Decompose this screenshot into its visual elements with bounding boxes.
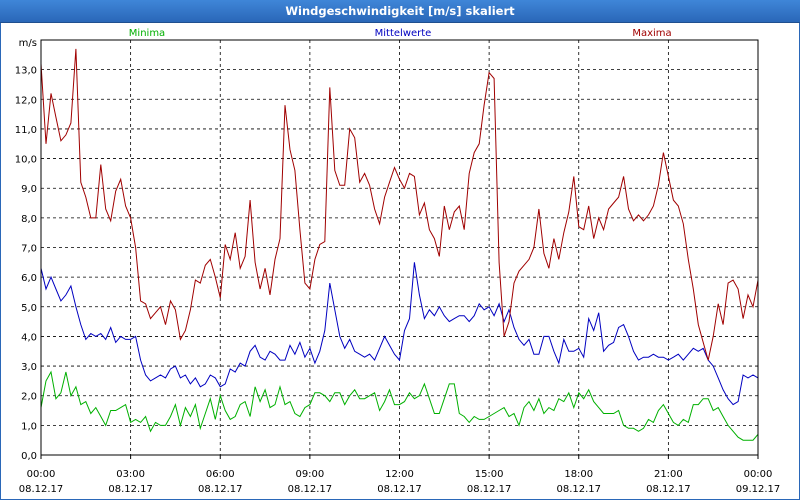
- window-title: Windgeschwindigkeit [m/s] skaliert: [0, 0, 800, 23]
- plot-border: [40, 39, 759, 456]
- legend-entry-minima: Minima: [129, 28, 165, 39]
- x-tick-date: 08.12.17: [108, 484, 153, 495]
- wind-speed-chart: 0,0 1,0 2,0 3,0 4,0 5,0 6,0 7,0 8,0 9,0 10,0 11,0 12…: [15, 28, 781, 495]
- x-tick-time: 21:00: [654, 469, 683, 480]
- y-tick-label: 0,0: [21, 451, 37, 462]
- x-tick-time: 00:00: [744, 469, 773, 480]
- x-tick-time: 03:00: [116, 469, 145, 480]
- x-tick-date: 09.12.17: [736, 484, 781, 495]
- y-tick-label: 12,0: [15, 95, 37, 106]
- x-tick-time: 12:00: [385, 469, 414, 480]
- grid: [40, 40, 759, 459]
- x-tick-time: 18:00: [564, 469, 593, 480]
- y-tick-label: 8,0: [21, 214, 37, 225]
- y-tick-label: 13,0: [15, 66, 37, 77]
- x-tick-date: 08.12.17: [467, 484, 512, 495]
- x-tick-time: 06:00: [206, 469, 235, 480]
- y-axis-label: m/s: [19, 38, 37, 49]
- x-tick-date: 08.12.17: [646, 484, 691, 495]
- y-tick-label: 2,0: [21, 392, 37, 403]
- y-tick-label: 7,0: [21, 244, 37, 255]
- series-line-maxima: [40, 48, 759, 390]
- x-tick-time: 15:00: [475, 469, 504, 480]
- series-lines: [40, 48, 759, 441]
- x-tick-date: 08.12.17: [288, 484, 333, 495]
- legend-entry-mittelwerte: Mittelwerte: [375, 28, 432, 39]
- legend-entry-maxima: Maxima: [632, 28, 671, 39]
- legend: Minima Mittelwerte Maxima: [129, 28, 672, 39]
- axis-labels: 0,0 1,0 2,0 3,0 4,0 5,0 6,0 7,0 8,0 9,0 10,0 11,0 12…: [15, 38, 781, 495]
- y-tick-label: 11,0: [15, 125, 37, 136]
- x-tick-date: 08.12.17: [198, 484, 243, 495]
- series-line-mittelwerte: [40, 262, 759, 406]
- y-tick-label: 6,0: [21, 273, 37, 284]
- x-tick-time: 00:00: [27, 469, 56, 480]
- chart-frame: 0,0 1,0 2,0 3,0 4,0 5,0 6,0 7,0 8,0 9,0 10,0 11,0 12…: [0, 23, 800, 500]
- series-line-minima: [40, 370, 759, 441]
- y-tick-label: 10,0: [15, 155, 37, 166]
- y-tick-label: 1,0: [21, 421, 37, 432]
- x-tick-date: 08.12.17: [19, 484, 64, 495]
- y-tick-label: 4,0: [21, 332, 37, 343]
- y-tick-label: 3,0: [21, 362, 37, 373]
- y-tick-label: 9,0: [21, 184, 37, 195]
- x-tick-time: 09:00: [295, 469, 324, 480]
- y-tick-label: 5,0: [21, 303, 37, 314]
- x-tick-date: 08.12.17: [377, 484, 422, 495]
- x-tick-date: 08.12.17: [556, 484, 601, 495]
